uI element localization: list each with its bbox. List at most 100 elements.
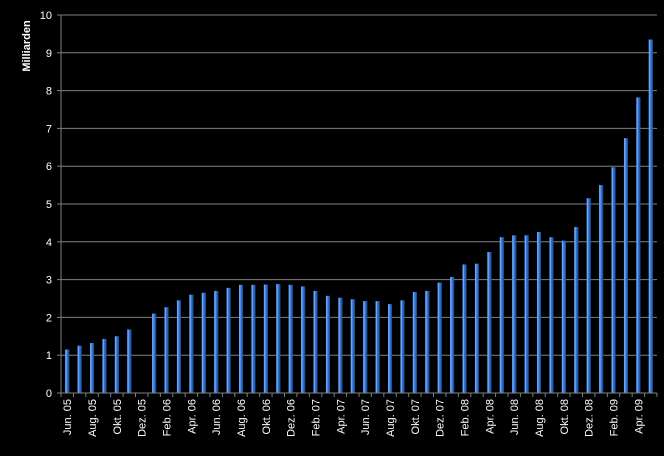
bar	[201, 292, 206, 393]
y-tick-label: 0	[46, 388, 52, 400]
bar-body	[549, 237, 554, 393]
bar-body	[537, 231, 542, 393]
bar-body	[325, 295, 330, 393]
bar-body	[561, 240, 566, 393]
bar-shadow	[527, 235, 529, 393]
bar-shadow	[130, 329, 132, 393]
bar	[487, 252, 492, 393]
bar-shadow	[229, 287, 231, 393]
x-tick-label: Dez. 07	[435, 399, 447, 437]
bar-highlight	[487, 252, 489, 393]
x-tick-label: Feb. 09	[609, 399, 621, 436]
y-tick-label: 1	[46, 350, 52, 362]
bar-body	[574, 227, 579, 393]
bar-shadow	[477, 263, 479, 393]
bar	[512, 235, 517, 393]
bar-highlight	[524, 235, 527, 393]
bar-highlight	[574, 227, 576, 393]
bar-highlight	[512, 235, 514, 393]
bar-shadow	[105, 338, 107, 393]
bar-shadow	[428, 290, 430, 393]
bar-body	[462, 264, 467, 393]
bar	[214, 290, 219, 393]
bar-body	[524, 235, 529, 393]
bar-highlight	[648, 39, 651, 393]
bar-shadow	[328, 295, 330, 393]
y-tick-label: 3	[46, 275, 52, 287]
x-tick-label: Jun. 06	[211, 399, 223, 435]
x-tick-label: Jun. 07	[360, 399, 372, 435]
bar-body	[611, 167, 616, 393]
x-tick-label: Okt. 07	[410, 399, 422, 434]
bar	[189, 294, 194, 393]
bar-body	[288, 284, 293, 393]
bar-body	[487, 252, 492, 393]
bar-body	[648, 39, 653, 393]
bar-shadow	[279, 284, 281, 393]
bar-highlight	[214, 290, 216, 393]
bar-shadow	[341, 297, 343, 393]
bar-body	[263, 284, 268, 393]
bar-highlight	[288, 284, 291, 393]
bar-shadow	[490, 252, 492, 393]
bar-shadow	[515, 235, 517, 393]
bar	[226, 287, 231, 393]
bar-highlight	[375, 301, 378, 393]
x-tick-label: Okt. 08	[559, 399, 571, 434]
bar	[474, 263, 479, 393]
y-axis-title: Milliarden	[21, 20, 33, 72]
bar	[388, 304, 393, 393]
bar-shadow	[378, 301, 380, 393]
bar-body	[276, 284, 281, 393]
bar-shadow	[465, 264, 467, 393]
bar-shadow	[552, 237, 554, 393]
bar-highlight	[425, 290, 427, 393]
bar	[251, 284, 256, 393]
bar	[425, 290, 430, 393]
x-tick-label: Feb. 07	[311, 399, 323, 436]
bar-highlight	[599, 185, 601, 393]
bars	[65, 39, 653, 394]
bar-highlight	[90, 343, 92, 393]
bar-shadow	[291, 284, 293, 393]
x-tick-label: Dez. 08	[584, 399, 596, 437]
bar-body	[363, 301, 368, 393]
bar-body	[313, 290, 318, 393]
bar-body	[375, 301, 380, 393]
bar-shadow	[242, 284, 244, 393]
bar-shadow	[316, 290, 318, 393]
x-tick-label: Aug. 05	[87, 399, 99, 437]
bar	[239, 284, 244, 393]
bar-highlight	[65, 349, 67, 393]
bar-highlight	[437, 282, 440, 393]
bar-shadow	[651, 39, 653, 393]
bar-highlight	[499, 237, 502, 393]
bar	[176, 300, 181, 393]
bar-shadow	[589, 198, 591, 393]
bar-body	[474, 263, 479, 393]
x-tick-label: Aug. 07	[385, 399, 397, 437]
x-tick-label: Jun. 08	[509, 399, 521, 435]
bar-highlight	[176, 300, 179, 393]
bar-body	[499, 237, 504, 393]
bar-body	[214, 290, 219, 393]
bar	[313, 290, 318, 393]
bar-highlight	[164, 307, 167, 393]
bar	[363, 301, 368, 393]
bar-body	[623, 138, 628, 393]
bar-body	[338, 297, 343, 393]
bar-shadow	[204, 292, 206, 393]
y-tick-label: 10	[40, 10, 52, 22]
bar-body	[412, 292, 417, 393]
bar-highlight	[201, 292, 204, 393]
bar-shadow	[217, 290, 219, 393]
bar-highlight	[412, 292, 415, 393]
bar-highlight	[114, 336, 117, 393]
bar-shadow	[391, 304, 393, 393]
bar-shadow	[80, 345, 82, 393]
bar-highlight	[127, 329, 129, 393]
bar-shadow	[167, 307, 169, 393]
bar-body	[239, 284, 244, 393]
